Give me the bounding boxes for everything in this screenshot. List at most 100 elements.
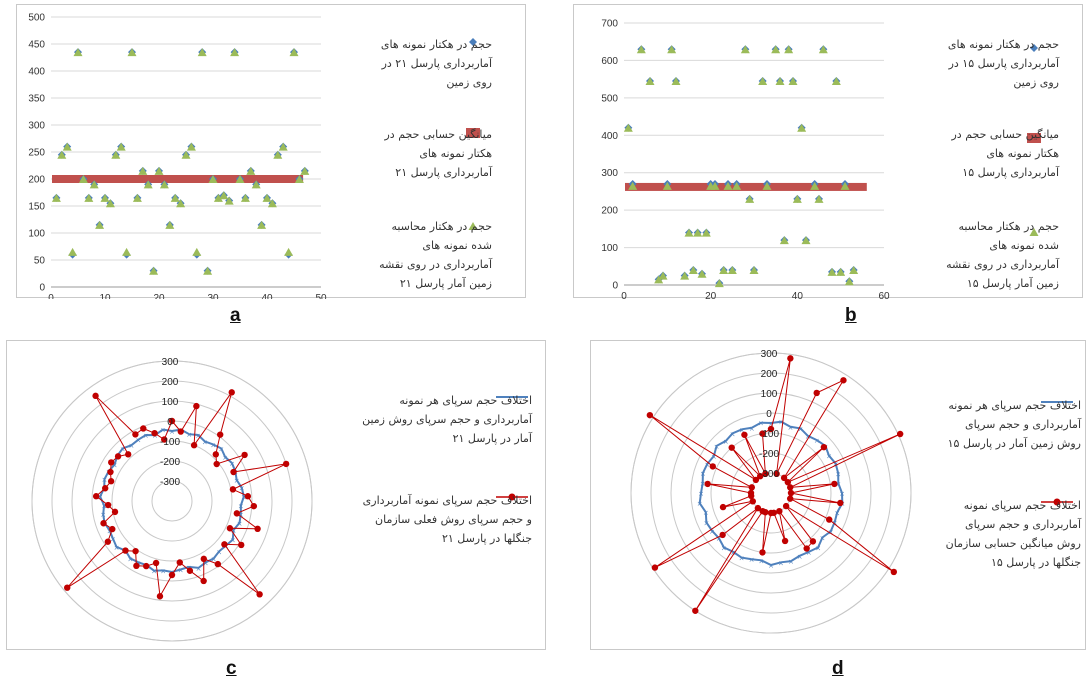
radar-tick-label: -300 <box>160 477 180 488</box>
current-series-point <box>109 525 116 533</box>
current-series-point <box>114 453 122 460</box>
current-series-point <box>212 451 220 458</box>
geostat-series-point: × <box>218 446 224 454</box>
legend-a-item3: حجم در هکتار محاسبه شده نمونه های آماربر… <box>379 220 492 290</box>
legend-marker-current-dot <box>508 493 516 501</box>
model-point <box>814 194 824 203</box>
model-point <box>262 193 272 202</box>
current-series-point <box>161 436 168 443</box>
radar-ring <box>710 432 832 554</box>
current-series-point <box>254 525 261 533</box>
x-tick-label: 40 <box>792 291 804 299</box>
current-series-point <box>226 525 234 532</box>
model-point <box>797 123 807 132</box>
geostat-series-point: × <box>100 511 106 519</box>
geostat-series-point: × <box>195 432 201 440</box>
legend-d: اختلاف حجم سرپای هر نمونه آماربرداری و ح… <box>891 396 1081 636</box>
mean-series-point <box>786 484 794 491</box>
current-series-point <box>216 431 224 438</box>
model-point <box>749 266 759 275</box>
current-series-point <box>244 493 252 500</box>
chart-d: × ×× ×××××××××××××××××××××××××××××××××××× ×… <box>630 349 1073 634</box>
geostat-series-point: × <box>806 549 812 557</box>
model-point <box>788 77 798 86</box>
panel-c: ××××××××××××××××××××××××××××××××××××××××… <box>6 340 546 650</box>
radar-tick-label: -300 <box>759 469 779 480</box>
mean-series-point <box>719 531 726 539</box>
current-series-point <box>143 562 150 570</box>
caption-b: b <box>845 305 857 326</box>
geostat-series-point: × <box>196 565 202 573</box>
radar-tick-label: -100 <box>160 437 180 448</box>
model-point <box>623 123 633 132</box>
mean-series-point <box>803 545 810 552</box>
x-tick-label: 50 <box>315 293 327 299</box>
geostat-series-point: × <box>716 535 722 543</box>
model-point <box>732 181 742 190</box>
model-point <box>165 220 175 229</box>
y-tick-label: 0 <box>39 283 45 294</box>
panel-a: 0 50 100 150 200 250 300 350 400 450 500 0 10 20 30 40 5… <box>16 4 526 299</box>
model-point <box>149 266 159 275</box>
model-point <box>693 228 703 237</box>
mean-series-point <box>749 498 757 505</box>
geostat-series-point: × <box>834 509 840 517</box>
current-series-point <box>241 451 248 459</box>
current-series-point <box>100 520 107 527</box>
geostat-series-point: × <box>835 480 841 488</box>
panel-b: 0 100 200 300 400 500 600 700 0 20 40 60 حجم در هکت… <box>573 4 1083 299</box>
model-point <box>257 220 267 229</box>
model-point <box>132 193 142 202</box>
model-point <box>143 180 153 189</box>
mean-series-point <box>767 509 775 517</box>
current-series-point <box>140 425 147 432</box>
geostat-series-point: × <box>241 493 247 501</box>
model-point <box>192 247 202 256</box>
radar-ring <box>131 460 213 542</box>
y-tick-label: 500 <box>601 93 618 104</box>
y-tick-label: 300 <box>601 168 618 179</box>
y-tick-label: 250 <box>28 148 45 159</box>
geostat-series-point: × <box>798 425 804 433</box>
geostat-series-point: × <box>778 419 784 427</box>
mean-series-point <box>756 472 764 480</box>
legend-marker-ground <box>1030 44 1038 52</box>
model-point <box>671 77 681 86</box>
current-series-point <box>102 485 109 492</box>
geostat-series-point: × <box>815 544 821 552</box>
mean-series-point <box>782 502 790 510</box>
y-tick-label: 100 <box>601 243 618 254</box>
model-point <box>801 236 811 245</box>
model-point <box>849 266 859 275</box>
mean-line <box>52 175 304 183</box>
model-point <box>138 166 148 175</box>
current-series-point <box>221 541 228 548</box>
mean-line <box>625 182 867 191</box>
geostat-series-point: × <box>828 528 834 536</box>
current-series-point <box>214 560 222 568</box>
model-point <box>779 236 789 245</box>
mean-series-point <box>692 607 699 614</box>
model-point <box>844 277 854 286</box>
model-point <box>745 194 755 203</box>
x-tick-label: 0 <box>621 291 627 299</box>
geostat-series-point: × <box>202 438 208 446</box>
legend-b-item2: میانگین حسابی حجم در هکتار نمونه های آما… <box>951 128 1059 179</box>
legend-d-item1: اختلاف حجم سرپای هر نمونه آماربرداری و ح… <box>947 399 1081 450</box>
mean-series-point <box>709 463 716 470</box>
model-point <box>727 266 737 275</box>
radar-tick-label: 100 <box>162 397 179 408</box>
model-point <box>116 142 126 151</box>
model-point <box>246 166 256 175</box>
y-tick-label: 100 <box>28 229 45 240</box>
panel-d: × × × × × × × × × × × × × × × × × × × × × × × × × × × × × × × × × × × × × × × ×… <box>590 340 1086 650</box>
caption-c: c <box>226 658 237 679</box>
radar-ring <box>111 440 233 562</box>
radar-tick-label: -200 <box>160 457 180 468</box>
current-series-point <box>233 510 241 517</box>
geostat-series-point: × <box>749 556 755 564</box>
current-series-point <box>133 562 140 570</box>
current-series-point <box>229 486 237 493</box>
geostat-series-point: × <box>700 470 706 478</box>
model-point <box>836 267 846 276</box>
